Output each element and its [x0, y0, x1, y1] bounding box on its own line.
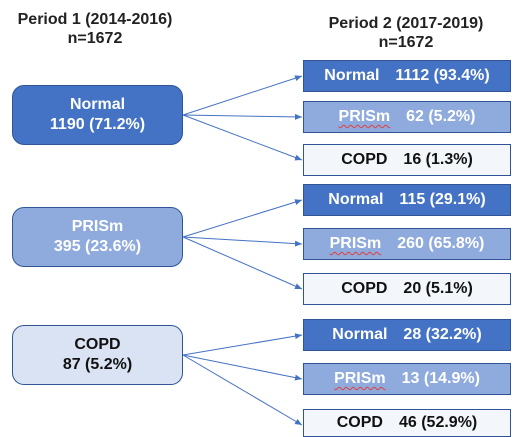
source-value: 1190 (71.2%) [49, 116, 146, 133]
source-box: Normal 1190 (71.2%) [12, 85, 183, 145]
outcome-label: Normal [324, 67, 380, 84]
source-label: Normal [69, 96, 126, 113]
source-label: PRISm [71, 218, 124, 235]
outcome-box: Normal 28 (32.2%) [303, 319, 511, 351]
period2-header: Period 2 (2017-2019) n=1672 [300, 14, 512, 52]
period1-title: Period 1 (2014-2016) [17, 11, 173, 28]
arrow [182, 236, 303, 247]
period1-n: n=1672 [67, 30, 123, 47]
outcome-box: PRISm 62 (5.2%) [303, 101, 511, 133]
outcome-box: PRISm 260 (65.8%) [303, 228, 511, 260]
outcome-label: COPD [336, 414, 383, 431]
outcome-box: COPD 16 (1.3%) [303, 144, 511, 176]
outcome-value: 62 (5.2%) [406, 108, 476, 125]
arrow [182, 75, 303, 116]
outcome-box: PRISm 13 (14.9%) [303, 363, 511, 395]
arrow [182, 199, 303, 238]
arrow [182, 236, 303, 290]
source-box: COPD 87 (5.2%) [12, 325, 183, 385]
outcome-value: 28 (32.2%) [403, 326, 482, 343]
source-box: PRISm 395 (23.6%) [12, 207, 183, 267]
source-label: COPD [74, 336, 121, 353]
outcome-value: 115 (29.1%) [399, 191, 486, 208]
outcome-value: 13 (14.9%) [401, 370, 480, 387]
outcome-label: COPD [341, 151, 388, 168]
arrow [182, 354, 303, 426]
outcome-label: COPD [341, 280, 388, 297]
outcome-label: Normal [332, 326, 388, 343]
outcome-value: 46 (52.9%) [398, 414, 478, 431]
period2-title: Period 2 (2017-2019) [328, 15, 484, 32]
outcome-label: PRISm [334, 370, 386, 387]
source-value: 395 (23.6%) [53, 238, 142, 255]
outcome-value: 16 (1.3%) [403, 151, 473, 168]
arrow [182, 354, 303, 381]
arrow [182, 114, 303, 161]
outcome-box: Normal 1112 (93.4%) [303, 60, 511, 92]
period2-n: n=1672 [378, 34, 434, 51]
outcome-box: COPD 20 (5.1%) [303, 273, 511, 305]
outcome-box: COPD 46 (52.9%) [303, 409, 511, 437]
outcome-label: PRISm [338, 108, 391, 125]
outcome-value: 1112 (93.4%) [395, 67, 490, 84]
outcome-label: Normal [328, 191, 384, 208]
outcome-box: Normal 115 (29.1%) [303, 184, 511, 216]
outcome-label: PRISm [329, 235, 382, 252]
arrow [182, 113, 303, 120]
outcome-value: 20 (5.1%) [403, 280, 473, 297]
source-value: 87 (5.2%) [62, 356, 133, 373]
arrow [182, 333, 303, 356]
outcome-value: 260 (65.8%) [397, 235, 485, 252]
period1-header: Period 1 (2014-2016) n=1672 [0, 10, 190, 48]
